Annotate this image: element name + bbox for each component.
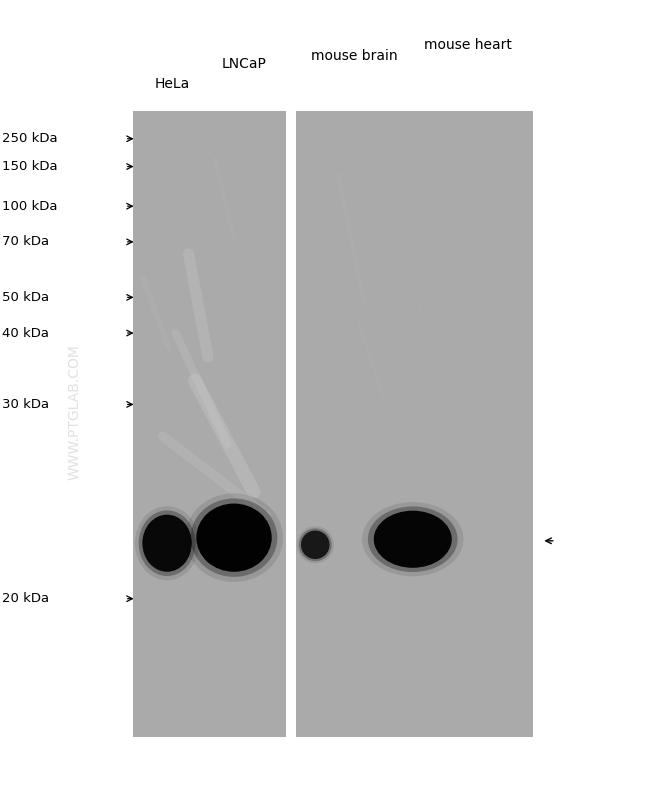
Text: 150 kDa: 150 kDa [2, 160, 58, 173]
Ellipse shape [196, 504, 272, 572]
Ellipse shape [296, 527, 334, 563]
Text: 20 kDa: 20 kDa [2, 592, 49, 605]
Text: 70 kDa: 70 kDa [2, 236, 49, 248]
Ellipse shape [362, 502, 463, 577]
Ellipse shape [185, 493, 283, 582]
Ellipse shape [142, 515, 192, 572]
Text: 100 kDa: 100 kDa [2, 200, 57, 213]
Text: mouse heart: mouse heart [424, 37, 512, 52]
Text: 40 kDa: 40 kDa [2, 327, 49, 339]
Text: WWW.PTGLAB.COM: WWW.PTGLAB.COM [68, 344, 82, 481]
Ellipse shape [368, 507, 458, 572]
Ellipse shape [135, 506, 199, 580]
Ellipse shape [299, 528, 332, 561]
Text: LNCaP: LNCaP [221, 57, 266, 71]
Ellipse shape [190, 499, 278, 577]
Bar [296, 111, 533, 737]
Ellipse shape [301, 531, 330, 559]
Text: 50 kDa: 50 kDa [2, 291, 49, 304]
Bar [133, 111, 286, 737]
Text: mouse brain: mouse brain [311, 49, 398, 63]
Text: 250 kDa: 250 kDa [2, 132, 58, 145]
Ellipse shape [138, 511, 196, 576]
Ellipse shape [374, 511, 452, 568]
Text: 30 kDa: 30 kDa [2, 398, 49, 411]
Text: HeLa: HeLa [155, 77, 190, 91]
